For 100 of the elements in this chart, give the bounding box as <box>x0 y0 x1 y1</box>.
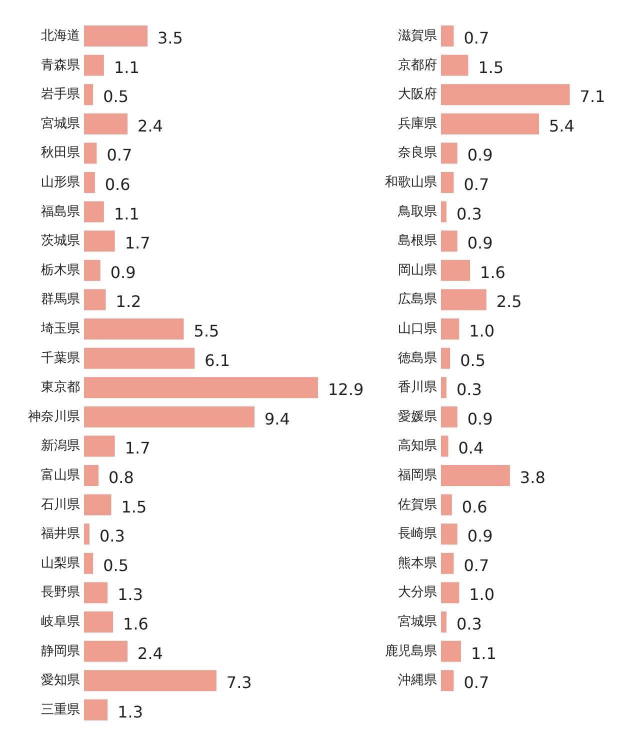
y-tick-label: 北海道 <box>41 28 80 44</box>
y-tick-label: 埼玉県 <box>40 322 80 336</box>
bar <box>84 201 104 222</box>
data-label: 1.7 <box>124 234 150 253</box>
bar <box>441 670 454 692</box>
bar <box>84 348 195 369</box>
data-label: 1.3 <box>118 585 144 604</box>
bar <box>441 582 460 604</box>
y-tick-label: 静岡県 <box>41 644 80 659</box>
data-label: 7.3 <box>226 673 252 692</box>
y-tick-label: 福井県 <box>41 526 80 542</box>
bar <box>84 640 128 662</box>
bar <box>441 201 446 222</box>
data-label: 3.5 <box>157 28 183 48</box>
data-label: 1.1 <box>114 58 140 77</box>
data-label: 1.7 <box>124 438 150 458</box>
y-tick-label: 滋賀県 <box>398 28 437 44</box>
bar <box>441 524 458 545</box>
y-tick-label: 兵庫県 <box>398 115 437 132</box>
bar <box>441 230 458 252</box>
bar <box>84 494 112 516</box>
bar <box>84 436 115 457</box>
bar <box>84 465 99 486</box>
bar <box>84 84 94 106</box>
y-tick-label: 愛知県 <box>41 673 80 688</box>
data-label: 1.1 <box>470 644 496 663</box>
data-label: 0.9 <box>467 409 493 428</box>
data-label: 1.1 <box>114 204 140 224</box>
bar <box>84 172 95 193</box>
data-label: 0.7 <box>464 175 490 194</box>
data-label: 0.8 <box>108 468 134 487</box>
data-label: 1.6 <box>123 614 148 634</box>
y-tick-label: 福岡県 <box>398 468 437 483</box>
bar <box>441 84 570 106</box>
bar <box>441 436 448 457</box>
data-label: 0.3 <box>456 614 482 634</box>
bar <box>441 640 461 662</box>
data-label: 0.3 <box>456 380 482 400</box>
data-label: 1.0 <box>469 322 495 340</box>
bar <box>441 260 470 281</box>
data-label: 1.3 <box>118 702 144 722</box>
y-tick-label: 和歌山県 <box>385 175 437 190</box>
bar <box>441 54 468 76</box>
y-tick-label: 栃木県 <box>41 262 80 278</box>
y-tick-label: 大分県 <box>398 585 437 600</box>
data-label: 0.6 <box>462 497 488 516</box>
y-tick-label: 徳島県 <box>398 350 437 366</box>
bar <box>441 348 450 369</box>
data-label: 0.9 <box>467 146 493 165</box>
y-tick-label: 鳥取県 <box>397 204 437 220</box>
bar <box>441 494 452 516</box>
data-label: 9.4 <box>264 409 290 428</box>
y-tick-label: 宮城県 <box>398 614 437 630</box>
bar <box>441 26 454 46</box>
y-tick-label: 広島県 <box>398 291 437 308</box>
data-label: 0.4 <box>458 438 484 458</box>
y-tick-label: 茨城県 <box>41 234 80 249</box>
y-tick-label: 山梨県 <box>41 556 80 571</box>
y-tick-label: 奈良県 <box>398 146 437 161</box>
bar <box>84 377 318 398</box>
data-label: 0.5 <box>103 87 129 106</box>
y-tick-label: 長野県 <box>41 585 80 600</box>
y-tick-label: 秋田県 <box>41 146 80 161</box>
data-label: 12.9 <box>328 380 364 400</box>
bar <box>84 612 114 632</box>
bar <box>441 612 446 632</box>
data-label: 0.7 <box>464 673 490 692</box>
y-tick-label: 岡山県 <box>398 262 437 278</box>
y-tick-label: 青森県 <box>41 58 80 73</box>
y-tick-label: 京都府 <box>398 56 437 73</box>
y-tick-label: 沖縄県 <box>398 673 437 688</box>
bar <box>441 318 460 340</box>
data-label: 0.5 <box>103 556 129 575</box>
data-label: 3.8 <box>520 468 546 487</box>
data-label: 0.5 <box>460 350 486 370</box>
data-label: 1.0 <box>469 585 495 604</box>
data-label: 0.7 <box>464 556 490 575</box>
data-label: 1.5 <box>478 58 504 77</box>
bar <box>441 377 446 398</box>
y-tick-label: 高知県 <box>398 438 437 454</box>
data-label: 0.7 <box>106 146 132 165</box>
data-label: 0.7 <box>464 28 490 48</box>
data-label: 7.1 <box>580 87 606 106</box>
y-tick-label: 東京都 <box>41 380 80 396</box>
y-tick-label: 富山県 <box>41 467 80 483</box>
bar <box>441 172 454 193</box>
y-tick-label: 岩手県 <box>41 87 80 102</box>
y-tick-label: 香川県 <box>398 380 437 396</box>
bar <box>441 552 454 574</box>
bar <box>84 582 108 604</box>
y-tick-label: 宮城県 <box>41 115 80 132</box>
bar <box>84 230 115 252</box>
y-tick-label: 愛媛県 <box>398 409 437 424</box>
data-label: 1.2 <box>116 292 142 312</box>
y-tick-label: 鹿児島県 <box>385 644 437 659</box>
data-label: 0.6 <box>104 175 130 194</box>
bar <box>84 26 148 46</box>
bar <box>441 289 486 310</box>
bar <box>441 113 539 134</box>
y-tick-label: 山口県 <box>398 322 437 336</box>
